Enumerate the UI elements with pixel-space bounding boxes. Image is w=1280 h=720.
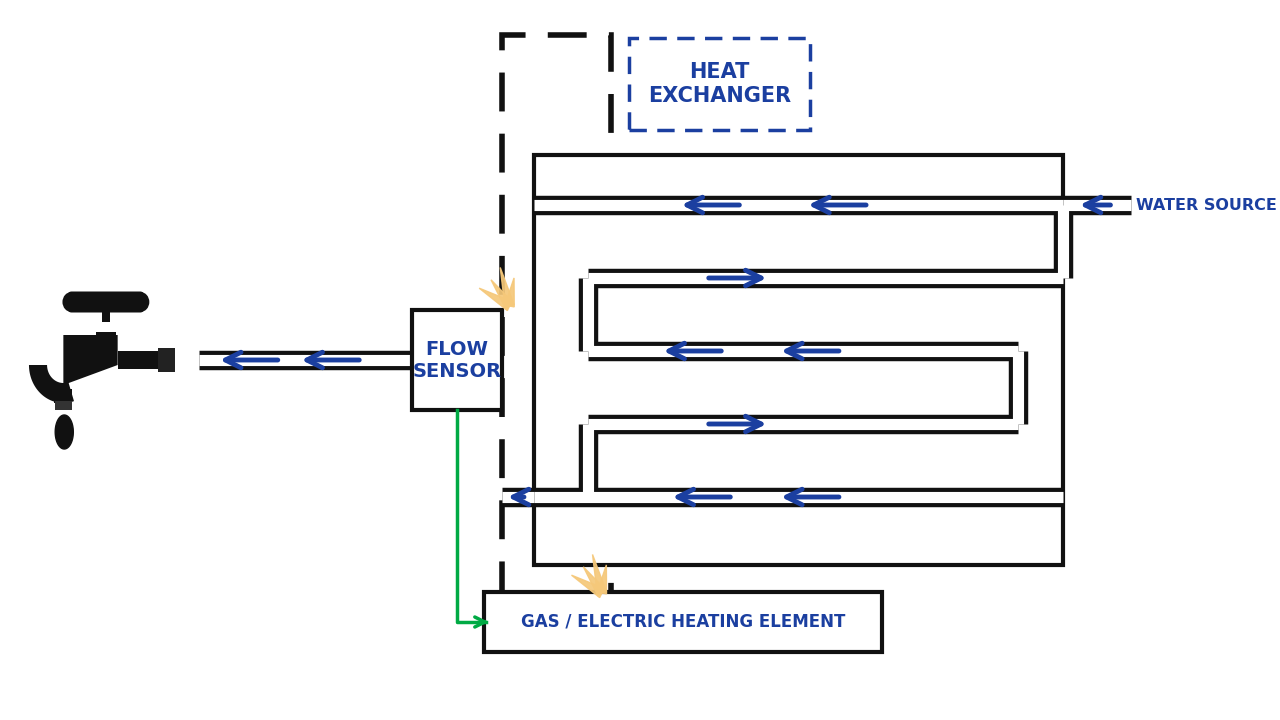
Bar [96, 332, 116, 338]
Text: FLOW
SENSOR: FLOW SENSOR [412, 340, 502, 380]
Polygon shape [584, 567, 605, 596]
Text: HEAT
EXCHANGER: HEAT EXCHANGER [648, 63, 791, 106]
Polygon shape [479, 288, 512, 310]
Bar [502, 35, 611, 635]
Bar [534, 155, 1064, 565]
Polygon shape [29, 365, 74, 403]
Circle shape [63, 292, 81, 312]
Text: WATER SOURCE: WATER SOURCE [1135, 197, 1276, 212]
Bar [484, 592, 882, 652]
Bar [628, 38, 810, 130]
Bar [54, 389, 73, 403]
Bar [97, 347, 114, 354]
Circle shape [132, 292, 150, 312]
Bar [159, 348, 174, 372]
Bar [118, 351, 172, 369]
Bar [102, 300, 110, 322]
Polygon shape [63, 335, 118, 385]
Text: GAS / ELECTRIC HEATING ELEMENT: GAS / ELECTRIC HEATING ELEMENT [521, 613, 846, 631]
Bar [96, 340, 115, 346]
Polygon shape [492, 280, 513, 309]
Polygon shape [571, 575, 604, 598]
Polygon shape [55, 415, 73, 449]
Polygon shape [500, 267, 515, 307]
Bar [55, 401, 72, 410]
FancyBboxPatch shape [68, 292, 143, 312]
Bar [412, 310, 502, 410]
Polygon shape [593, 554, 607, 594]
Polygon shape [598, 565, 607, 594]
Polygon shape [504, 278, 515, 307]
